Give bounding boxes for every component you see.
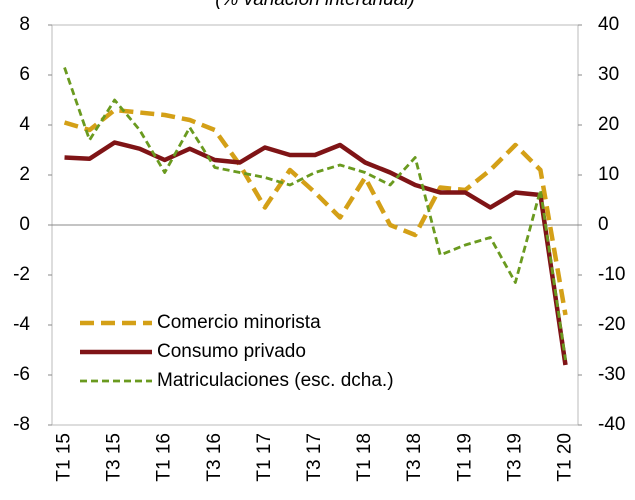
series-line — [63, 67, 567, 361]
x-tick-label: T1 15 — [54, 433, 75, 482]
y-tick-label: 4 — [19, 114, 30, 135]
y2-tick-label: 0 — [598, 214, 609, 235]
x-tick-label: T1 19 — [454, 433, 475, 482]
series-line — [64, 140, 568, 366]
y-tick-label: -6 — [13, 364, 30, 385]
y2-tick-label: 40 — [598, 14, 619, 35]
y-tick-label: 8 — [19, 14, 30, 35]
legend-label: Comercio minorista — [157, 312, 321, 333]
x-tick-label: T3 15 — [104, 433, 125, 482]
series-line — [63, 107, 568, 316]
x-tick-label: T1 16 — [154, 433, 175, 482]
y-tick-label: -2 — [13, 264, 30, 285]
y2-tick-label: -30 — [598, 364, 625, 385]
y2-tick-label: 30 — [598, 64, 619, 85]
y-tick-label: 2 — [19, 164, 30, 185]
x-tick-label: T3 17 — [304, 433, 325, 482]
x-tick-label: T1 17 — [254, 433, 275, 482]
x-tick-label: T3 18 — [404, 433, 425, 482]
y-tick-label: -4 — [13, 314, 30, 335]
x-tick-label: T3 19 — [504, 433, 525, 482]
y2-tick-label: 20 — [598, 114, 619, 135]
y2-tick-label: -10 — [598, 264, 625, 285]
y-tick-label: -8 — [13, 414, 30, 435]
x-tick-label: T1 20 — [554, 433, 575, 482]
x-tick-label: T1 18 — [354, 433, 375, 482]
x-tick-label: T3 16 — [204, 433, 225, 482]
y2-tick-label: -40 — [598, 414, 625, 435]
y2-tick-label: -20 — [598, 314, 625, 335]
legend-label: Matriculaciones (esc. dcha.) — [157, 370, 394, 391]
legend-label: Consumo privado — [157, 341, 306, 362]
y2-tick-label: 10 — [598, 164, 619, 185]
chart-title: (% variación interanual) — [215, 0, 415, 10]
y-tick-label: 0 — [19, 214, 30, 235]
y-tick-label: 6 — [19, 64, 30, 85]
